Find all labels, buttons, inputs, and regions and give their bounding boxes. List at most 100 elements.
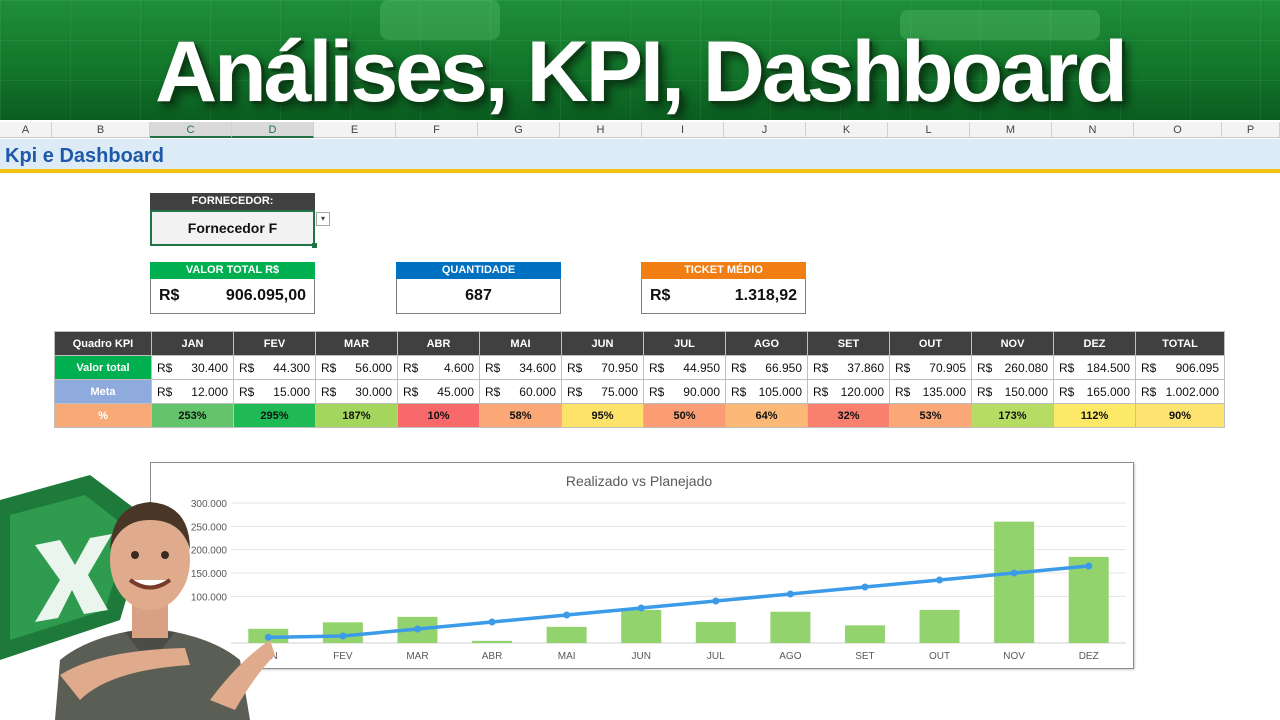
x-tick-label: MAR <box>406 651 428 662</box>
valor-total-row-cell[interactable]: R$ 44.950 <box>643 355 726 380</box>
meta-row-cell[interactable]: R$ 45.000 <box>397 379 480 404</box>
meta-row-cell[interactable]: R$ 90.000 <box>643 379 726 404</box>
month-header[interactable]: FEV <box>233 331 316 356</box>
percent-cell[interactable]: 53% <box>889 403 972 428</box>
valor-total-row-cell[interactable]: R$ 4.600 <box>397 355 480 380</box>
cell-value: 30.000 <box>355 384 392 399</box>
valor-total-row-label[interactable]: Valor total <box>54 355 152 380</box>
column-header-f[interactable]: F <box>396 122 478 138</box>
currency-symbol: R$ <box>813 360 829 375</box>
column-header-l[interactable]: L <box>888 122 970 138</box>
percent-cell[interactable]: 253% <box>151 403 234 428</box>
currency-symbol: R$ <box>895 384 911 399</box>
percent-cell[interactable]: 295% <box>233 403 316 428</box>
month-header[interactable]: JUL <box>643 331 726 356</box>
valor-total-row-cell[interactable]: R$ 184.500 <box>1053 355 1136 380</box>
percent-cell[interactable]: 58% <box>479 403 562 428</box>
valor-total-row-cell[interactable]: R$ 37.860 <box>807 355 890 380</box>
currency-symbol: R$ <box>485 384 501 399</box>
meta-row-cell[interactable]: R$ 120.000 <box>807 379 890 404</box>
percent-cell[interactable]: 10% <box>397 403 480 428</box>
month-header[interactable]: AGO <box>725 331 808 356</box>
x-tick-label: AGO <box>779 651 801 662</box>
currency-symbol: R$ <box>567 360 583 375</box>
month-header[interactable]: JAN <box>151 331 234 356</box>
bar <box>472 640 513 643</box>
column-header-c[interactable]: C <box>150 122 232 138</box>
cell-value: 37.860 <box>847 360 884 375</box>
currency-symbol: R$ <box>977 360 993 375</box>
valor-total-row-cell[interactable]: R$ 260.080 <box>971 355 1054 380</box>
meta-row-label[interactable]: Meta <box>54 379 152 404</box>
supplier-selector: FORNECEDOR: Fornecedor F <box>150 193 317 248</box>
cell-value: 44.300 <box>273 360 310 375</box>
month-header[interactable]: OUT <box>889 331 972 356</box>
percent-row-label[interactable]: % <box>54 403 152 428</box>
cell-value: 75.000 <box>601 384 638 399</box>
month-header[interactable]: MAR <box>315 331 398 356</box>
cell-value: 105.000 <box>758 384 802 399</box>
meta-row-cell[interactable]: R$ 165.000 <box>1053 379 1136 404</box>
table-corner-header[interactable]: Quadro KPI <box>54 331 152 356</box>
meta-row-cell[interactable]: R$ 150.000 <box>971 379 1054 404</box>
kpi-ticket-label: TICKET MÉDIO <box>641 262 806 279</box>
month-header[interactable]: TOTAL <box>1135 331 1225 356</box>
meta-row-cell[interactable]: R$ 105.000 <box>725 379 808 404</box>
percent-cell[interactable]: 90% <box>1135 403 1225 428</box>
month-header[interactable]: MAI <box>479 331 562 356</box>
percent-cell[interactable]: 50% <box>643 403 726 428</box>
column-header-g[interactable]: G <box>478 122 560 138</box>
percent-cell[interactable]: 173% <box>971 403 1054 428</box>
valor-total-row-cell[interactable]: R$ 70.905 <box>889 355 972 380</box>
column-header-p[interactable]: P <box>1222 122 1280 138</box>
meta-row-cell[interactable]: R$ 135.000 <box>889 379 972 404</box>
meta-row-cell[interactable]: R$ 15.000 <box>233 379 316 404</box>
valor-total-row-cell[interactable]: R$ 34.600 <box>479 355 562 380</box>
meta-row-cell[interactable]: R$ 12.000 <box>151 379 234 404</box>
supplier-value-cell[interactable]: Fornecedor F <box>150 210 317 248</box>
valor-total-row-cell[interactable]: R$ 906.095 <box>1135 355 1225 380</box>
valor-total-row-cell[interactable]: R$ 70.950 <box>561 355 644 380</box>
month-header[interactable]: JUN <box>561 331 644 356</box>
x-tick-label: JUN <box>631 651 650 662</box>
percent-cell[interactable]: 95% <box>561 403 644 428</box>
column-header-j[interactable]: J <box>724 122 806 138</box>
column-header-a[interactable]: A <box>0 122 52 138</box>
meta-line <box>268 564 1089 640</box>
percent-cell[interactable]: 112% <box>1053 403 1136 428</box>
month-header[interactable]: SET <box>807 331 890 356</box>
chevron-down-icon[interactable]: ▾ <box>316 212 330 226</box>
column-header-o[interactable]: O <box>1134 122 1222 138</box>
percent-cell[interactable]: 32% <box>807 403 890 428</box>
column-header-m[interactable]: M <box>970 122 1052 138</box>
column-header-n[interactable]: N <box>1052 122 1134 138</box>
column-header-i[interactable]: I <box>642 122 724 138</box>
meta-row-cell[interactable]: R$ 60.000 <box>479 379 562 404</box>
kpi-total-value-cell[interactable]: R$ 906.095,00 <box>150 279 315 314</box>
valor-total-row-cell[interactable]: R$ 56.000 <box>315 355 398 380</box>
x-tick-label: DEZ <box>1079 651 1099 662</box>
meta-row-cell[interactable]: R$ 1.002.000 <box>1135 379 1225 404</box>
month-header[interactable]: NOV <box>971 331 1054 356</box>
cell-value: 165.000 <box>1086 384 1130 399</box>
percent-cell[interactable]: 64% <box>725 403 808 428</box>
percent-cell[interactable]: 187% <box>315 403 398 428</box>
chart[interactable]: Realizado vs Planejado 300.000 250.000 200.… <box>150 462 1134 669</box>
valor-total-row-cell[interactable]: R$ 30.400 <box>151 355 234 380</box>
column-header-b[interactable]: B <box>52 122 150 138</box>
column-header-d[interactable]: D <box>232 122 314 138</box>
kpi-ticket-value-cell[interactable]: R$ 1.318,92 <box>641 279 806 314</box>
kpi-table: Quadro KPI JAN FEV MAR ABR MAI JUN JUL AGO SET OUT… <box>54 331 1225 428</box>
kpi-quantity-value-cell[interactable]: 687 <box>396 279 561 314</box>
column-header-e[interactable]: E <box>314 122 396 138</box>
meta-row-cell[interactable]: R$ 30.000 <box>315 379 398 404</box>
valor-total-row-cell[interactable]: R$ 44.300 <box>233 355 316 380</box>
month-header[interactable]: ABR <box>397 331 480 356</box>
month-header[interactable]: DEZ <box>1053 331 1136 356</box>
cell-value: 60.000 <box>519 384 556 399</box>
valor-total-row-cell[interactable]: R$ 66.950 <box>725 355 808 380</box>
column-header-h[interactable]: H <box>560 122 642 138</box>
column-header-k[interactable]: K <box>806 122 888 138</box>
meta-row-cell[interactable]: R$ 75.000 <box>561 379 644 404</box>
y-tick-label: 100.000 <box>191 592 228 603</box>
